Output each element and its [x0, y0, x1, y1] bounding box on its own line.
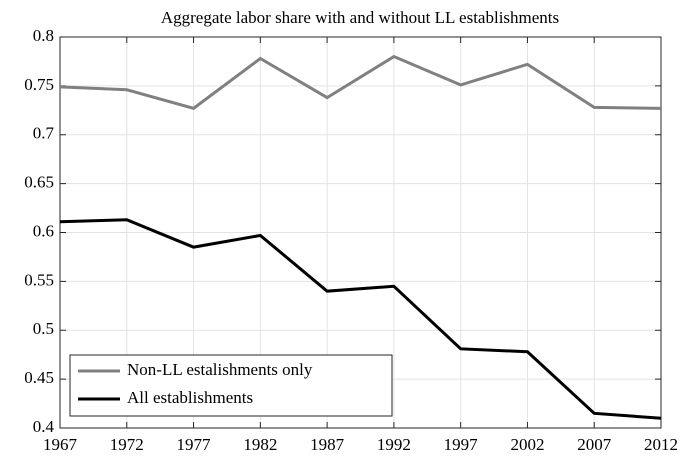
y-tick-label: 0.45 — [24, 368, 54, 387]
x-tick-label: 1987 — [310, 435, 345, 454]
legend-label: Non-LL estalishments only — [127, 360, 313, 379]
x-tick-label: 2007 — [577, 435, 612, 454]
x-tick-label: 1992 — [377, 435, 411, 454]
legend: Non-LL estalishments only All establishme… — [69, 354, 393, 417]
y-tick-label: 0.8 — [33, 26, 54, 45]
y-tick-label: 0.6 — [33, 221, 54, 240]
x-tick-label: 2002 — [510, 435, 544, 454]
data-line — [59, 218, 662, 420]
x-tick-label: 1967 — [43, 435, 78, 454]
x-tick-label: 1997 — [444, 435, 479, 454]
y-tick-label: 0.4 — [33, 417, 55, 436]
data-line — [59, 54, 662, 110]
x-tick-label: 2012 — [644, 435, 678, 454]
legend-label: All establishments — [127, 388, 253, 407]
y-tick-label: 0.65 — [24, 173, 54, 192]
y-tick-label: 0.5 — [33, 319, 54, 338]
legend-box — [69, 354, 393, 417]
x-tick-label: 1982 — [243, 435, 277, 454]
x-tick-label: 1972 — [110, 435, 144, 454]
y-tick-label: 0.7 — [33, 124, 55, 143]
x-tick-label: 1977 — [177, 435, 212, 454]
chart-title: Aggregate labor share with and without L… — [161, 8, 559, 27]
y-tick-label: 0.55 — [24, 270, 54, 289]
plot-frame — [59, 36, 662, 429]
y-tick-label: 0.75 — [24, 75, 54, 94]
